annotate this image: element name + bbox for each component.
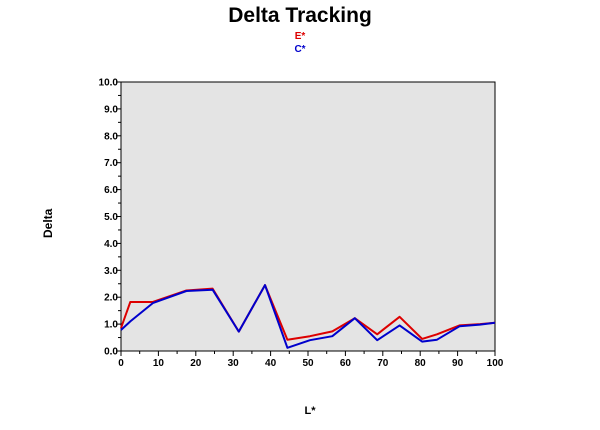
x-tick-label: 50 xyxy=(302,358,314,369)
x-tick-label: 70 xyxy=(377,358,389,369)
series-line-c xyxy=(120,284,496,349)
x-tick-label: 40 xyxy=(265,358,277,369)
x-tick-label: 80 xyxy=(415,358,427,369)
x-tick-label: 90 xyxy=(452,358,464,369)
y-tick-label: 2.0 xyxy=(104,293,118,304)
x-axis-label: L* xyxy=(304,405,316,417)
y-tick-label: 4.0 xyxy=(104,239,118,250)
x-tick-label: 10 xyxy=(153,358,165,369)
y-tick-label: 7.0 xyxy=(104,158,118,169)
x-tick-label: 60 xyxy=(340,358,352,369)
x-tick-label: 100 xyxy=(487,358,504,369)
y-tick-label: 8.0 xyxy=(104,131,118,142)
legend-entry-e: E* xyxy=(294,31,306,42)
y-tick-label: 0.0 xyxy=(104,347,118,358)
x-tick-label: 20 xyxy=(190,358,202,369)
x-tick-label: 0 xyxy=(118,358,124,369)
chart-title: Delta Tracking xyxy=(228,4,372,27)
y-tick-label: 6.0 xyxy=(104,185,118,196)
plot-area xyxy=(120,81,496,352)
y-tick-label: 5.0 xyxy=(104,212,118,223)
y-tick-label: 1.0 xyxy=(104,320,118,331)
legend-entry-c: C* xyxy=(294,44,306,55)
x-tick-label: 30 xyxy=(228,358,240,369)
y-tick-label: 10.0 xyxy=(99,78,119,89)
y-tick-label: 9.0 xyxy=(104,104,118,115)
y-tick-label: 3.0 xyxy=(104,266,118,277)
